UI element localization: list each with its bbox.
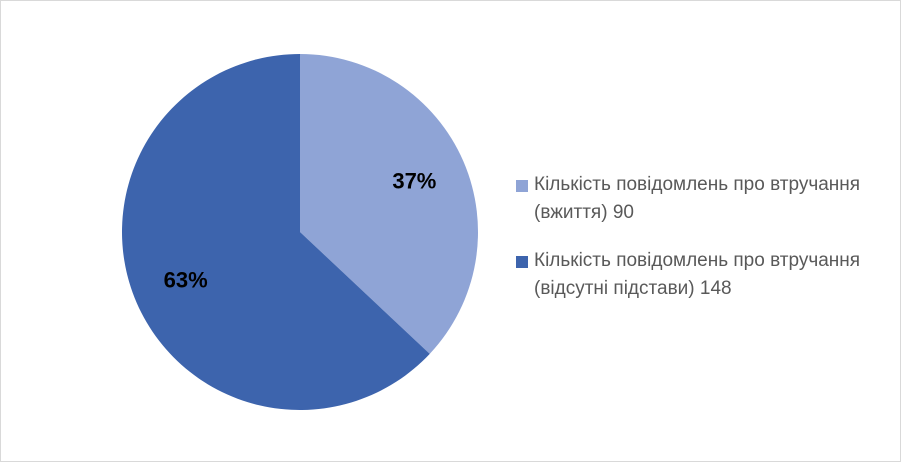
legend-swatch <box>516 180 528 192</box>
legend: Кількість повідомлень про втручання (вжи… <box>506 171 881 323</box>
pie-slice <box>121 54 430 410</box>
legend-label: Кількість повідомлень про втручання (від… <box>534 250 861 299</box>
data-label: 63% <box>164 267 208 292</box>
pie-slice <box>300 54 478 354</box>
legend-label: Кількість повідомлень про втручання (вжи… <box>534 174 861 223</box>
legend-entry: Кількість повідомлень про втручання (вжи… <box>506 171 881 227</box>
data-label: 37% <box>392 168 436 193</box>
legend-entry: Кількість повідомлень про втручання (від… <box>506 247 881 303</box>
legend-swatch <box>516 256 528 268</box>
